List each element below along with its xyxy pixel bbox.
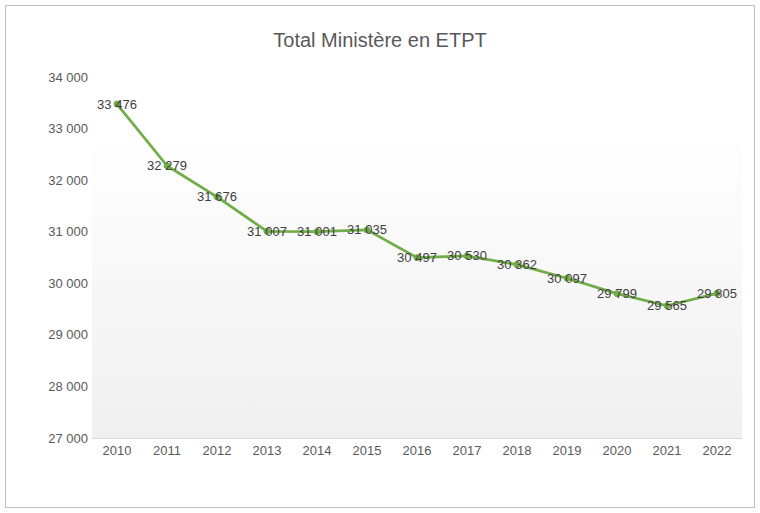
data-label: 33 476: [97, 97, 137, 112]
data-label: 30 497: [397, 250, 437, 265]
series-line: [117, 104, 717, 306]
y-tick-label: 29 000: [48, 327, 88, 342]
data-label: 31 007: [247, 224, 287, 239]
chart-border: [6, 6, 755, 508]
data-label: 30 530: [447, 248, 487, 263]
x-tick-label: 2014: [303, 443, 332, 458]
x-tick-label: 2013: [253, 443, 282, 458]
x-tick-label: 2011: [153, 443, 181, 458]
x-tick-label: 2010: [103, 443, 132, 458]
chart: Total Ministère en ETPT 27 000 28 000 29 00…: [0, 0, 760, 513]
data-label: 29 565: [647, 298, 687, 313]
x-tick-label: 2019: [553, 443, 582, 458]
x-tick-label: 2012: [203, 443, 232, 458]
data-label: 29 799: [597, 286, 637, 301]
y-tick-label: 33 000: [48, 121, 88, 136]
y-tick-label: 27 000: [48, 431, 88, 446]
plot-background: [92, 127, 742, 438]
y-tick-label: 32 000: [48, 173, 88, 188]
chart-title: Total Ministère en ETPT: [273, 29, 486, 51]
x-tick-label: 2020: [603, 443, 632, 458]
y-tick-label: 28 000: [48, 379, 88, 394]
y-tick-label: 31 000: [48, 224, 88, 239]
data-label: 31 035: [347, 222, 387, 237]
x-tick-label: 2015: [353, 443, 382, 458]
x-tick-label: 2016: [403, 443, 432, 458]
y-tick-label: 30 000: [48, 276, 88, 291]
x-tick-label: 2018: [503, 443, 532, 458]
series-group: [114, 101, 720, 309]
x-tick-label: 2022: [703, 443, 732, 458]
x-axis-line: [92, 438, 742, 439]
data-label: 30 097: [547, 271, 587, 286]
y-tick-label: 34 000: [48, 70, 88, 85]
x-tick-label: 2021: [653, 443, 682, 458]
x-tick-label: 2017: [453, 443, 482, 458]
data-label: 30 362: [497, 257, 537, 272]
data-label: 31 001: [297, 224, 337, 239]
data-label: 32 279: [147, 158, 187, 173]
data-label: 31 676: [197, 189, 237, 204]
data-label: 29 805: [697, 286, 737, 301]
